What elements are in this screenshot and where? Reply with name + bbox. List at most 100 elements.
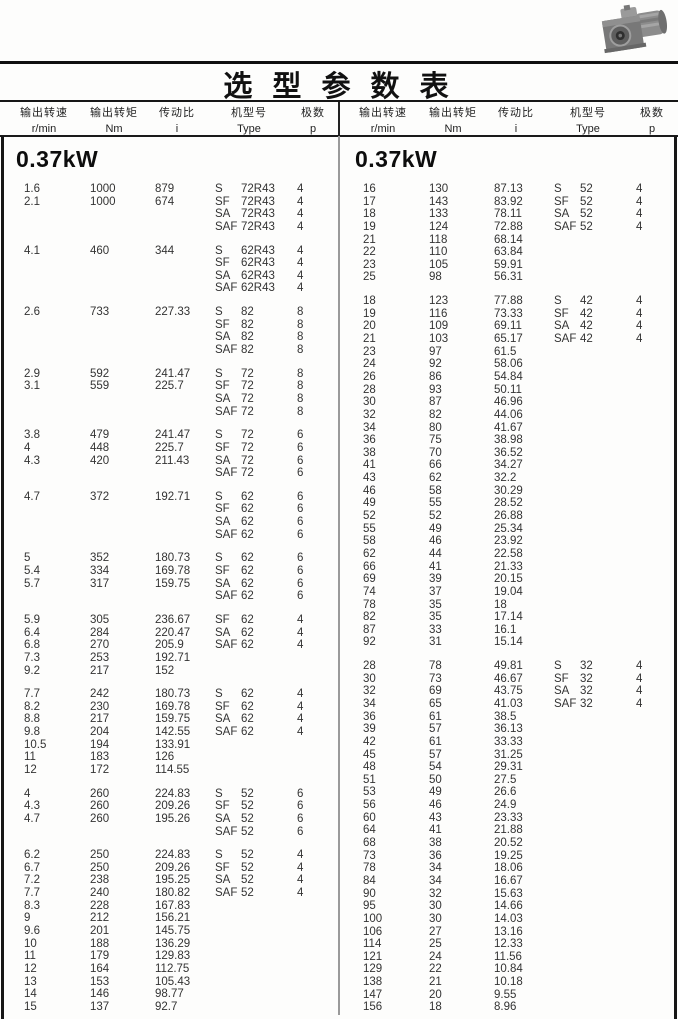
table-row: 43 62 32.2 bbox=[339, 472, 678, 485]
table-row: 9.2 217 152 bbox=[0, 665, 339, 678]
cell-ratio: 192.71 bbox=[155, 651, 191, 664]
cell-output-torque: 124 bbox=[429, 220, 449, 233]
cell-ratio: 23.33 bbox=[494, 811, 523, 824]
cell-output-torque: 146 bbox=[90, 988, 110, 1001]
cell-type-prefix bbox=[554, 523, 580, 536]
cell-type-prefix bbox=[554, 774, 580, 787]
table-row: 7.3 253 192.71 bbox=[0, 652, 339, 665]
cell-output-torque: 305 bbox=[90, 613, 110, 626]
table-group: 4.1 460 344 S 62R43 4 SF 62R43 4 SA 62R43 4 SAF 62R43… bbox=[0, 245, 339, 296]
cell-type-prefix bbox=[554, 234, 580, 247]
cell-type-size bbox=[580, 761, 636, 774]
table-row: 12 164 112.75 bbox=[0, 963, 339, 976]
cell-type-size bbox=[580, 824, 636, 837]
table-row: 22 110 63.84 bbox=[339, 246, 678, 259]
cell-output-speed: 32 bbox=[363, 685, 376, 698]
table-row: 9.6 201 145.75 bbox=[0, 925, 339, 938]
cell-type-prefix: S bbox=[215, 244, 223, 257]
cell-output-torque: 242 bbox=[90, 688, 110, 701]
cell-poles bbox=[636, 837, 666, 850]
cell-output-torque: 34 bbox=[429, 862, 442, 875]
cell-output-speed: 56 bbox=[363, 799, 376, 812]
cell-type-size bbox=[580, 434, 636, 447]
table-row: 4 448 225.7 SF 72 6 bbox=[0, 442, 339, 455]
cell-poles: 4 bbox=[636, 220, 643, 233]
cell-output-torque: 38 bbox=[429, 837, 442, 850]
cell-type-prefix bbox=[554, 447, 580, 460]
cell-type-prefix bbox=[554, 422, 580, 435]
cell-type-size: 42 bbox=[580, 333, 593, 346]
cell-poles: 4 bbox=[636, 208, 643, 221]
cell-poles bbox=[636, 963, 666, 976]
cell-output-torque: 66 bbox=[429, 459, 442, 472]
cell-output-speed: 74 bbox=[363, 585, 376, 598]
cell-type-size: 62 bbox=[241, 613, 254, 626]
cell-ratio: 69.11 bbox=[494, 320, 522, 333]
cell-poles bbox=[636, 586, 666, 599]
cell-poles bbox=[636, 862, 666, 875]
cell-ratio: 136.29 bbox=[155, 937, 191, 950]
table-row: 78 35 18 bbox=[339, 599, 678, 612]
table-row: 4.1 460 344 S 62R43 4 bbox=[0, 245, 339, 258]
cell-poles bbox=[636, 396, 666, 409]
cell-output-speed: 5.4 bbox=[24, 565, 40, 578]
table-row: 45 57 31.25 bbox=[339, 749, 678, 762]
cell-output-speed bbox=[24, 406, 90, 419]
cell-ratio: 112.75 bbox=[155, 962, 190, 975]
cell-ratio: 65.17 bbox=[494, 333, 523, 346]
cell-output-speed: 78 bbox=[363, 598, 376, 611]
cell-output-speed bbox=[24, 529, 90, 542]
header-poles: 极数 p bbox=[301, 107, 325, 135]
cell-type-size bbox=[580, 259, 636, 272]
cell-output-speed: 22 bbox=[363, 246, 376, 259]
cell-type-prefix bbox=[554, 1001, 580, 1014]
cell-output-speed: 21 bbox=[363, 233, 376, 246]
table-row: 7.7 242 180.73 S 62 4 bbox=[0, 688, 339, 701]
cell-poles bbox=[636, 786, 666, 799]
cell-output-torque: 80 bbox=[429, 421, 442, 434]
cell-type-size bbox=[580, 711, 636, 724]
cell-type-size: 82 bbox=[241, 318, 254, 331]
cell-output-speed: 4.1 bbox=[24, 244, 40, 257]
cell-poles: 4 bbox=[297, 282, 304, 295]
table-row: 92 31 15.14 bbox=[339, 636, 678, 649]
cell-type-size: 72R43 bbox=[241, 195, 275, 208]
cell-output-speed: 32 bbox=[363, 408, 376, 421]
cell-output-speed: 129 bbox=[363, 963, 383, 976]
cell-type-size bbox=[580, 913, 636, 926]
cell-poles: 6 bbox=[297, 825, 304, 838]
cell-type-size bbox=[580, 837, 636, 850]
cell-type-prefix: SA bbox=[215, 516, 231, 529]
table-row: 138 21 10.18 bbox=[339, 976, 678, 989]
cell-output-speed: 46 bbox=[363, 484, 376, 497]
cell-ratio: 180.73 bbox=[155, 688, 191, 701]
cell-type-size bbox=[580, 599, 636, 612]
cell-type-prefix: SA bbox=[215, 208, 231, 221]
top-rule bbox=[0, 61, 678, 64]
cell-poles: 4 bbox=[636, 307, 643, 320]
table-row: 9.8 204 142.55 SAF 62 4 bbox=[0, 726, 339, 739]
cell-type-size bbox=[580, 447, 636, 460]
cell-output-speed: 55 bbox=[363, 522, 376, 535]
cell-type-size: 82 bbox=[241, 306, 254, 319]
cell-output-speed: 60 bbox=[363, 811, 376, 824]
cell-type-prefix bbox=[554, 561, 580, 574]
cell-type-prefix bbox=[554, 989, 580, 1002]
cell-ratio: 31.25 bbox=[494, 748, 523, 761]
cell-type-size bbox=[580, 749, 636, 762]
cell-poles bbox=[636, 938, 666, 951]
cell-poles bbox=[636, 900, 666, 913]
table-column-left: 0.37kW 1.6 1000 879 S 72R43 4 2.1 1000 674 SF 72R4… bbox=[0, 138, 339, 1019]
cell-ratio: 145.75 bbox=[155, 925, 191, 938]
cell-type-prefix bbox=[554, 586, 580, 599]
cell-output-torque: 35 bbox=[429, 611, 442, 624]
cell-poles: 4 bbox=[297, 700, 304, 713]
cell-type-size: 62R43 bbox=[241, 269, 275, 282]
cell-output-torque: 183 bbox=[90, 751, 110, 764]
cell-type-size bbox=[580, 371, 636, 384]
cell-output-speed: 5.7 bbox=[24, 577, 40, 590]
cell-poles bbox=[297, 739, 327, 752]
cell-type-prefix: S bbox=[215, 688, 223, 701]
cell-ratio: 20.15 bbox=[494, 573, 523, 586]
cell-output-torque bbox=[90, 257, 155, 270]
